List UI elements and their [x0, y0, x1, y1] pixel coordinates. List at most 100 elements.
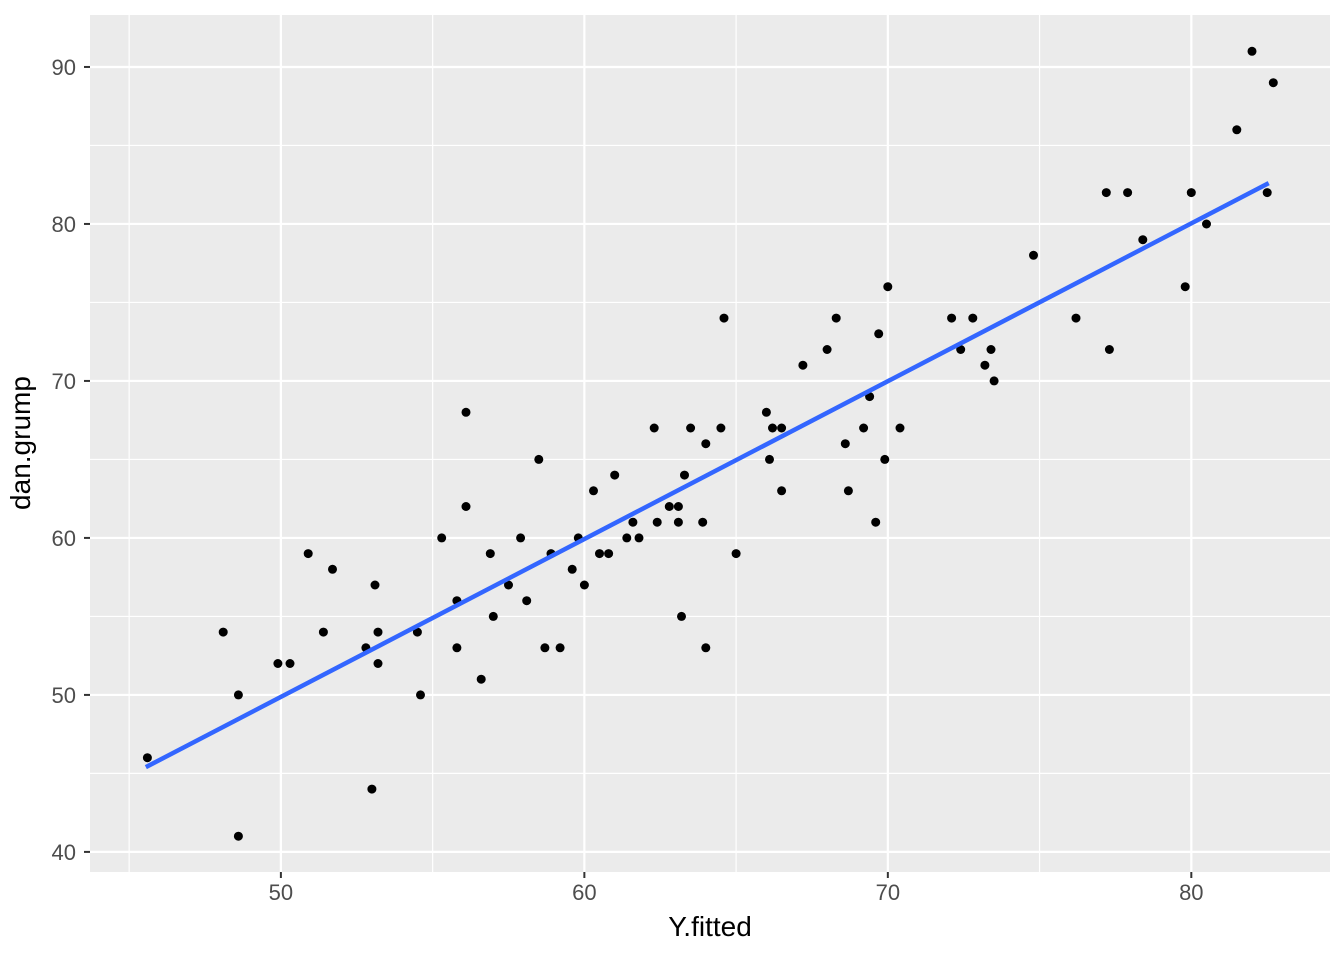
data-point: [701, 439, 711, 449]
y-tick-label: 40: [52, 840, 76, 865]
data-point: [761, 407, 771, 417]
data-point: [673, 502, 683, 511]
data-point: [986, 345, 996, 354]
data-point: [1071, 313, 1081, 323]
data-point: [1232, 125, 1242, 135]
data-point: [285, 659, 295, 668]
data-point: [1180, 282, 1190, 292]
data-point: [595, 549, 604, 559]
data-point: [555, 643, 565, 653]
data-point: [1186, 188, 1196, 198]
data-point: [218, 627, 228, 637]
data-point: [452, 643, 462, 653]
minor-gridlines: [90, 15, 1330, 872]
data-point: [768, 423, 777, 433]
data-point: [989, 376, 999, 386]
data-point: [373, 659, 383, 668]
major-gridlines: [90, 15, 1330, 872]
data-point: [461, 502, 471, 511]
data-point: [947, 313, 957, 323]
data-point: [567, 564, 577, 574]
data-point: [233, 831, 243, 841]
data-point: [1104, 345, 1114, 354]
data-point: [628, 517, 638, 527]
data-point: [522, 596, 532, 606]
data-point: [673, 517, 683, 527]
data-point: [1029, 250, 1038, 260]
data-point: [777, 423, 787, 433]
data-point: [871, 517, 881, 527]
data-point: [579, 580, 589, 590]
data-point: [604, 549, 614, 559]
data-point: [1262, 188, 1272, 198]
data-point: [273, 659, 283, 668]
y-axis-title: dan.grump: [5, 376, 36, 510]
data-point: [540, 643, 550, 653]
data-point: [534, 454, 544, 464]
data-point: [701, 643, 711, 653]
data-point: [1247, 46, 1257, 56]
data-point: [488, 611, 498, 621]
y-tick-label: 70: [52, 369, 76, 394]
data-point: [412, 627, 422, 637]
axis-tick-marks: [84, 65, 1193, 878]
data-point: [1101, 188, 1111, 198]
data-point: [980, 360, 990, 370]
data-point: [437, 533, 447, 543]
data-point: [765, 454, 774, 464]
data-point: [589, 486, 598, 496]
data-point: [956, 345, 966, 354]
data-point: [874, 329, 884, 339]
data-point: [880, 454, 890, 464]
data-point: [680, 470, 689, 480]
y-tick-label: 90: [52, 55, 76, 80]
data-point: [142, 753, 152, 763]
data-point: [716, 423, 726, 433]
regression-line: [144, 181, 1270, 770]
y-tick-label: 50: [52, 683, 76, 708]
data-point: [822, 345, 832, 354]
data-point: [504, 580, 513, 590]
data-point: [831, 313, 841, 323]
data-point: [328, 564, 337, 574]
data-point: [686, 423, 696, 433]
data-point: [485, 549, 495, 559]
data-point: [883, 282, 893, 292]
x-axis-title: Y.fitted: [668, 911, 752, 942]
data-point: [677, 611, 686, 621]
data-point: [1123, 188, 1133, 198]
data-point: [303, 549, 313, 559]
x-tick-label: 60: [572, 880, 596, 905]
data-point: [367, 784, 377, 794]
data-point: [698, 517, 708, 527]
x-tick-label: 80: [1179, 880, 1203, 905]
data-point: [859, 423, 869, 433]
data-point: [968, 313, 978, 323]
data-point: [1138, 235, 1148, 245]
data-point: [233, 690, 243, 700]
data-point: [649, 423, 659, 433]
data-point: [373, 627, 383, 637]
x-tick-label: 50: [269, 880, 293, 905]
axis-tick-labels: 50 60 70 80 40 50 60 70 80 90: [52, 55, 1204, 905]
data-point: [719, 313, 729, 323]
y-tick-label: 80: [52, 212, 76, 237]
data-point: [652, 517, 662, 527]
data-point: [461, 407, 471, 417]
data-point: [840, 439, 850, 449]
data-point: [664, 502, 674, 511]
data-point: [370, 580, 380, 590]
data-point: [843, 486, 853, 496]
data-point: [318, 627, 328, 637]
data-point: [634, 533, 644, 543]
data-point: [1268, 78, 1278, 88]
data-point: [416, 690, 425, 700]
data-point: [895, 423, 905, 433]
x-tick-label: 70: [876, 880, 900, 905]
data-point: [1202, 219, 1211, 229]
data-point: [777, 486, 787, 496]
y-tick-label: 60: [52, 526, 76, 551]
data-point: [476, 674, 486, 684]
